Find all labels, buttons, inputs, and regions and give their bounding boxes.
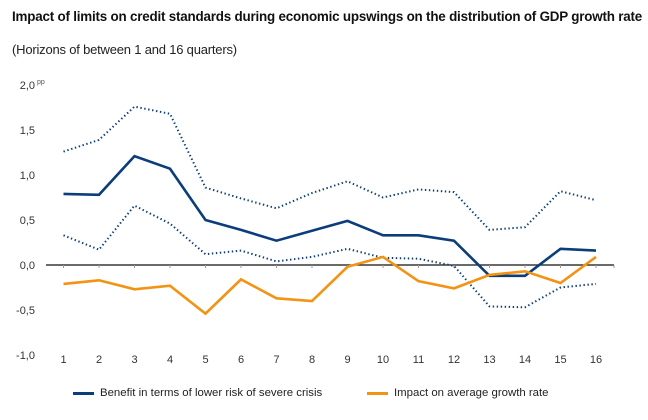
y-tick-label: 2,0 [20, 80, 35, 92]
x-tick-label: 14 [519, 354, 531, 366]
series-line-benefit-lower-band [63, 204, 597, 309]
legend-swatch-benefit [73, 391, 94, 395]
x-axis-tick-labels: 1 2 3 4 5 6 7 8 9 10 11 12 13 14 15 16 [60, 354, 602, 366]
series-layer [63, 105, 597, 316]
legend-label-growth-impact: Impact on average growth rate [394, 387, 549, 399]
x-tick-label: 6 [238, 354, 244, 366]
series-line-impact-on-average-growth-rate [63, 255, 597, 316]
x-tick-label: 9 [344, 354, 350, 366]
x-tick-label: 11 [413, 354, 424, 366]
y-tick-label: 0,5 [20, 215, 35, 227]
x-axis [46, 264, 615, 268]
x-tick-label: 12 [448, 354, 460, 366]
chart-subtitle: (Horizons of between 1 and 16 quarters) [12, 42, 237, 57]
legend-item-benefit: Benefit in terms of lower risk of severe… [73, 387, 322, 399]
y-tick-label: -1,0 [16, 350, 35, 362]
legend-swatch-growth-impact [367, 391, 388, 395]
x-tick-label: 5 [202, 354, 208, 366]
series-line-benefit-in-terms-of-lower-risk-of-severe-crisis [63, 154, 597, 278]
y-tick-label: 1,0 [20, 170, 35, 182]
series-line-benefit-upper-band [63, 105, 597, 231]
y-tick-label: 0,0 [20, 260, 35, 272]
x-tick-label: 1 [60, 354, 66, 366]
legend-item-growth-impact: Impact on average growth rate [367, 387, 549, 399]
x-tick-label: 16 [590, 354, 602, 366]
chart-title: Impact of limits on credit standards dur… [12, 9, 642, 24]
x-tick-label: 3 [131, 354, 137, 366]
x-tick-label: 10 [377, 354, 389, 366]
legend-label-benefit: Benefit in terms of lower risk of severe… [100, 387, 323, 399]
y-axis-unit-label: pp [37, 79, 45, 86]
y-tick-label: -0,5 [16, 305, 35, 317]
x-tick-label: 15 [554, 354, 566, 366]
x-tick-label: 8 [309, 354, 315, 366]
y-tick-label: 1,5 [20, 125, 35, 137]
y-axis-tick-labels: -1,0 -0,5 0,0 0,5 1,0 1,5 2,0 [16, 80, 35, 362]
x-tick-label: 13 [483, 354, 495, 366]
x-tick-label: 7 [273, 354, 279, 366]
x-tick-label: 4 [167, 354, 173, 366]
x-tick-label: 2 [96, 354, 102, 366]
